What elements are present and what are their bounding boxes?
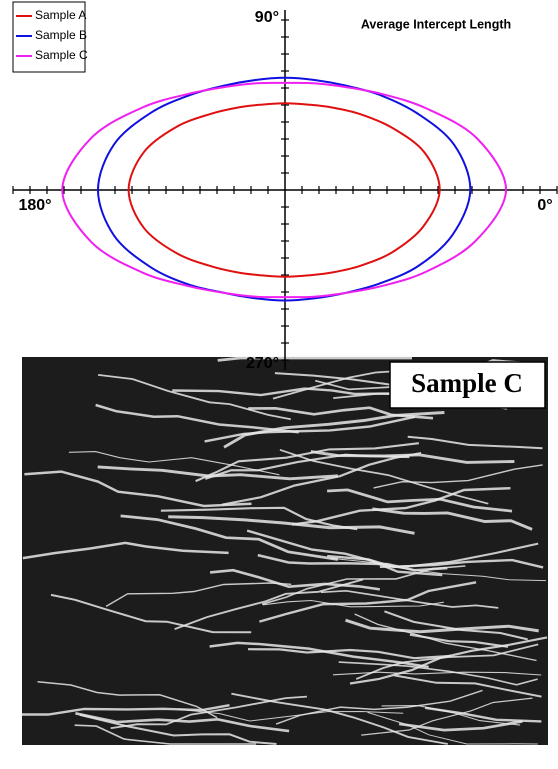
lamella (231, 692, 448, 745)
lamella (332, 671, 542, 676)
lamella (407, 435, 543, 450)
lamella (97, 465, 338, 481)
lamella (330, 557, 547, 582)
lamella (204, 415, 416, 443)
lamella (409, 633, 509, 648)
lamella (22, 541, 229, 560)
lamella (75, 712, 290, 733)
lamella (105, 582, 292, 608)
lamella (195, 442, 420, 483)
lamella (168, 515, 415, 535)
lamella (327, 488, 513, 513)
lamella (50, 593, 252, 634)
lamella (172, 387, 399, 397)
lamella (217, 356, 412, 362)
lamella (291, 487, 511, 526)
lamella (373, 464, 543, 489)
series-curve (127, 102, 441, 278)
series-curve (61, 81, 508, 299)
angle-label: 180° (18, 197, 51, 214)
lamella (97, 374, 291, 421)
lamella (338, 661, 538, 686)
lamella (246, 529, 443, 577)
lamella (247, 648, 452, 660)
legend-label: Sample C (35, 48, 88, 62)
lamella (110, 695, 307, 730)
lamella (204, 453, 410, 480)
lamella (68, 451, 280, 476)
angle-label: 0° (537, 197, 552, 214)
lamella (259, 581, 477, 623)
lamella (37, 680, 218, 719)
lamella (310, 450, 515, 464)
lamella (355, 643, 539, 680)
angle-label: 270° (246, 355, 279, 372)
lamella (178, 708, 404, 722)
lamella (120, 514, 339, 561)
lamella (398, 720, 523, 732)
image-label: Sample C (411, 368, 523, 398)
legend-label: Sample A (35, 8, 86, 22)
lamella (349, 636, 548, 685)
lamella (327, 554, 544, 569)
lamella (95, 403, 299, 434)
micrograph (22, 356, 548, 745)
lamella (74, 724, 257, 745)
lamella (209, 641, 429, 669)
lamella (174, 578, 364, 630)
lamella (279, 448, 489, 505)
lamella (209, 568, 380, 591)
lamella (424, 706, 542, 723)
lamella (372, 507, 533, 531)
lamella (345, 618, 539, 634)
lamella (160, 506, 358, 531)
legend-label: Sample B (35, 28, 87, 42)
lamella (361, 697, 533, 736)
lamella (320, 589, 499, 609)
lamella (248, 406, 434, 420)
series-curve (96, 76, 472, 302)
angle-label: 90° (255, 9, 279, 26)
lamella (261, 565, 466, 605)
lamella (24, 470, 252, 508)
lamella (394, 674, 542, 698)
image-label-box (389, 361, 546, 409)
lamella (262, 599, 444, 608)
chart-title: Average Intercept Length (361, 17, 511, 31)
